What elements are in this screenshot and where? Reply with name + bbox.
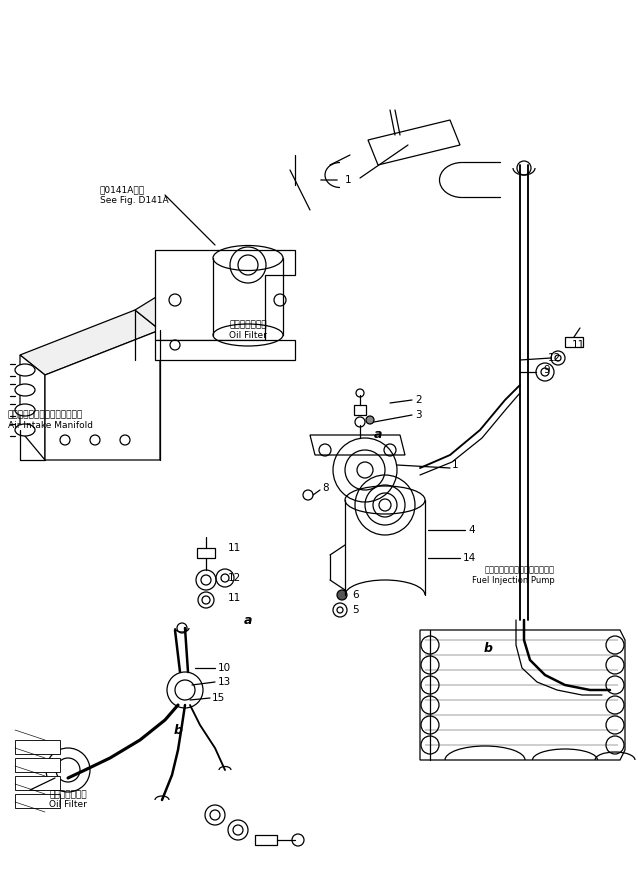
Text: フェルインジェクションポンプ
Fuel Injection Pump: フェルインジェクションポンプ Fuel Injection Pump (472, 565, 555, 584)
Text: 9: 9 (543, 365, 549, 375)
Bar (197, 548, 215, 558)
Text: 6: 6 (352, 590, 359, 600)
Bar (15, 776, 60, 790)
Text: 11: 11 (228, 593, 241, 603)
Ellipse shape (15, 364, 35, 376)
Text: 12: 12 (548, 353, 561, 363)
Text: 11: 11 (228, 543, 241, 553)
Text: オイルフィルタ
Oil Filter: オイルフィルタ Oil Filter (229, 320, 267, 339)
Polygon shape (310, 435, 405, 455)
Polygon shape (368, 120, 460, 165)
Text: a: a (244, 613, 252, 627)
Text: 10: 10 (218, 663, 231, 673)
Polygon shape (20, 310, 160, 375)
Bar (354, 405, 366, 415)
Text: 5: 5 (352, 605, 359, 615)
Ellipse shape (15, 404, 35, 416)
Bar (15, 758, 60, 772)
Text: 11: 11 (572, 340, 585, 350)
Text: 4: 4 (468, 525, 475, 535)
Text: 1: 1 (452, 460, 459, 470)
Text: 2: 2 (415, 395, 422, 405)
Bar (15, 740, 60, 754)
Bar (565, 337, 583, 347)
Bar (255, 835, 277, 845)
Polygon shape (20, 355, 45, 460)
Bar (15, 794, 60, 808)
Text: エアーインタークマニホールド
Air Intake Manifold: エアーインタークマニホールド Air Intake Manifold (8, 410, 93, 430)
Text: 3: 3 (415, 410, 422, 420)
Text: 12: 12 (228, 573, 241, 583)
Polygon shape (155, 250, 295, 340)
Polygon shape (135, 270, 225, 330)
Circle shape (366, 416, 374, 424)
Text: オイルフィルタ
Oil Filter: オイルフィルタ Oil Filter (49, 790, 87, 810)
Text: 15: 15 (212, 693, 225, 703)
Text: 図0141A参照
See Fig. D141A: 図0141A参照 See Fig. D141A (100, 186, 168, 205)
Polygon shape (420, 630, 625, 760)
Ellipse shape (15, 384, 35, 396)
Text: 13: 13 (218, 677, 231, 687)
Ellipse shape (15, 424, 35, 436)
Text: 14: 14 (463, 553, 476, 563)
Polygon shape (45, 330, 160, 460)
Text: a: a (374, 429, 382, 441)
Circle shape (337, 590, 347, 600)
Text: 8: 8 (322, 483, 329, 493)
Polygon shape (155, 340, 295, 360)
Text: 1: 1 (345, 175, 352, 185)
Text: b: b (484, 642, 493, 654)
Text: b: b (174, 723, 182, 736)
